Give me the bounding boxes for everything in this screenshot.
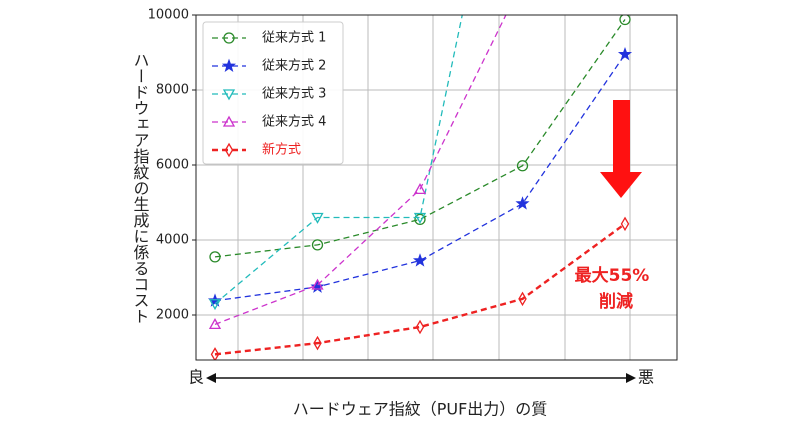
y-tick-label: 8000: [156, 83, 189, 98]
x-left-label: 良: [188, 368, 204, 387]
marker: [311, 212, 324, 224]
annotation: 削減: [599, 291, 633, 312]
marker: [515, 196, 530, 210]
legend-label: 新方式: [262, 142, 301, 158]
marker: [412, 253, 428, 267]
series-line: [214, 19, 626, 258]
marker: [209, 251, 221, 263]
marker: [222, 89, 236, 101]
marker: [208, 318, 222, 330]
legend-label: 従来方式 1: [262, 30, 326, 46]
legend-label: 従来方式 4: [262, 114, 326, 130]
marker: [208, 299, 222, 311]
series-line: [214, 15, 463, 305]
x-axis-label: ハードウェア指紋（PUF出力）の質: [293, 400, 548, 419]
legend-box: [202, 21, 344, 165]
marker: [311, 278, 324, 290]
marker: [414, 213, 426, 226]
series-line: [214, 15, 507, 325]
marker: [516, 160, 529, 172]
marker: [415, 319, 425, 335]
annotation: 最大55%: [575, 265, 650, 286]
marker: [210, 347, 220, 360]
y-tick-label: 6000: [156, 158, 189, 173]
marker: [413, 212, 427, 224]
marker: [223, 32, 235, 44]
y-tick-label: 10000: [148, 8, 189, 23]
legend-label: 従来方式 3: [262, 86, 326, 102]
marker: [617, 46, 633, 61]
marker: [221, 58, 237, 73]
reduction-arrow: [600, 100, 642, 198]
plot-frame: [195, 14, 678, 361]
y-axis-label: ハードウェア指紋の生成に係るコスト: [131, 52, 150, 324]
marker: [620, 216, 630, 232]
y-tick-label: 2000: [156, 308, 189, 323]
x-right-label: 悪: [638, 368, 654, 387]
marker: [518, 291, 527, 307]
marker: [413, 183, 427, 195]
marker: [311, 239, 324, 251]
legend-label: 従来方式 2: [262, 58, 326, 74]
marker: [224, 142, 234, 158]
y-tick-label: 4000: [156, 233, 189, 248]
series-line: [214, 222, 626, 356]
marker: [619, 15, 631, 26]
marker: [222, 115, 236, 127]
marker: [313, 335, 322, 351]
